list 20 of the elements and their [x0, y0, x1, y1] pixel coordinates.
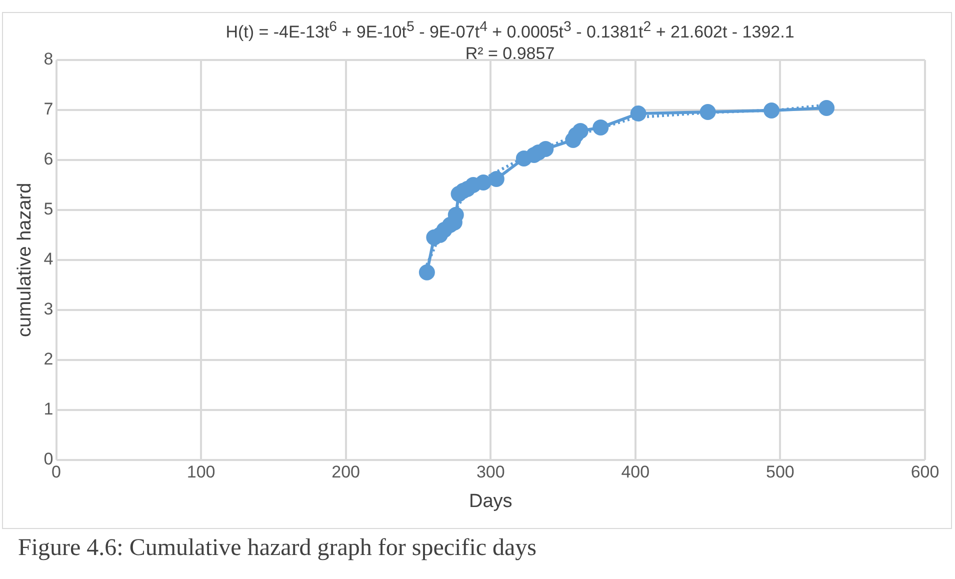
- annotation: R² = 0.9857: [465, 44, 555, 64]
- caption: Figure 4.6: Cumulative hazard graph for specific days: [18, 535, 537, 562]
- x-tick-label: 100: [186, 462, 216, 482]
- y-tick-label: 3: [44, 300, 54, 319]
- y-tick-label: 8: [44, 50, 54, 69]
- y-tick-label: 2: [44, 350, 54, 369]
- x-tick-label: 600: [910, 462, 940, 482]
- x-tick-label: 500: [766, 462, 794, 482]
- text: H(t) = -4E-13t$^{6}$ + 9E-10t$^{5}$ - 9E-07t$^{4}$ + 0.0005t$^{3}$ - 0.1381t$^{2}$ + 21.602t - 1392.1: [226, 19, 794, 42]
- x-axis-title: Days: [468, 490, 512, 512]
- y-tick-label: 7: [44, 100, 54, 119]
- y-tick-label: 4: [44, 250, 54, 269]
- y-tick-label: 6: [44, 150, 54, 169]
- y-axis-title: cumulative hazard: [14, 182, 36, 337]
- y-tick-label: 1: [44, 400, 54, 419]
- y-tick-label: 0: [44, 449, 54, 468]
- x-tick-label: 400: [621, 462, 650, 482]
- x-tick-label: 300: [476, 462, 505, 482]
- x-tick-label: 200: [332, 462, 360, 482]
- y-tick-label: 5: [44, 200, 54, 219]
